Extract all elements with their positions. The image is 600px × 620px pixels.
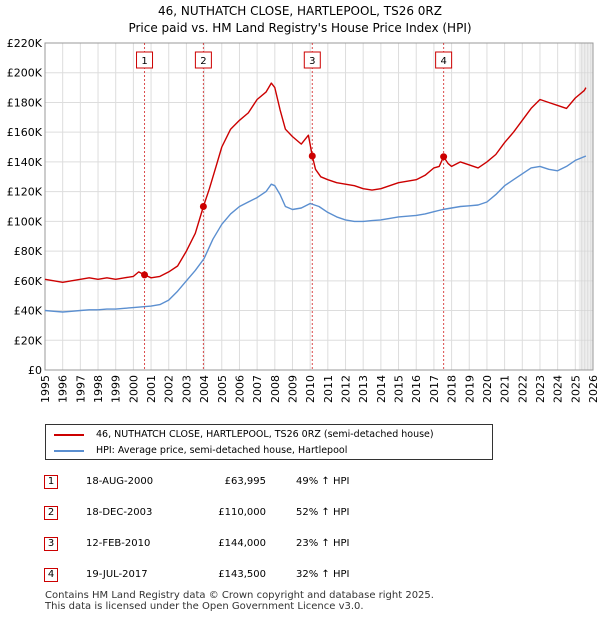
x-tick-label: 2013 <box>357 375 370 403</box>
sale-row: 3 12-FEB-2010 £144,000 23% ↑ HPI <box>0 532 600 556</box>
x-tick-label: 2007 <box>251 375 264 403</box>
x-tick-label: 1998 <box>92 375 105 403</box>
x-tick-label: 2000 <box>127 375 140 403</box>
y-tick-label: £40K <box>14 305 43 318</box>
x-tick-label: 1995 <box>39 375 52 403</box>
x-tick-label: 2008 <box>269 375 282 403</box>
sale-hpi-change: 23% ↑ HPI <box>296 538 350 549</box>
x-tick-label: 2026 <box>587 375 600 403</box>
sale-price: £110,000 <box>218 507 266 518</box>
sale-number-badge: 1 <box>44 475 58 489</box>
y-tick-label: £100K <box>7 215 43 228</box>
chart-title: 46, NUTHATCH CLOSE, HARTLEPOOL, TS26 0RZ <box>158 4 442 18</box>
legend-swatch-hpi <box>54 449 84 452</box>
sale-number-label: 3 <box>309 56 315 67</box>
footer-licence: This data is licensed under the Open Gov… <box>45 601 364 612</box>
x-tick-label: 2019 <box>463 375 476 403</box>
x-tick-label: 2022 <box>516 375 529 403</box>
legend: 46, NUTHATCH CLOSE, HARTLEPOOL, TS26 0RZ… <box>45 424 493 460</box>
x-tick-label: 2005 <box>216 375 229 403</box>
x-tick-label: 1997 <box>74 375 87 403</box>
sale-point <box>199 203 207 210</box>
legend-swatch-property <box>54 433 84 436</box>
forecast-shading <box>578 43 593 370</box>
x-tick-label: 2003 <box>180 375 193 403</box>
x-tick-label: 1996 <box>57 375 70 403</box>
x-tick-label: 2002 <box>163 375 176 403</box>
sale-point <box>141 271 149 279</box>
sale-number-box <box>136 51 154 69</box>
sale-point <box>308 152 316 160</box>
x-tick-label: 1999 <box>110 375 123 403</box>
sale-number-box <box>194 51 212 69</box>
y-tick-label: £160K <box>7 126 43 139</box>
x-tick-label: 2010 <box>304 375 317 403</box>
sale-number-label: 4 <box>440 56 446 67</box>
x-tick-label: 2025 <box>569 375 582 403</box>
x-tick-label: 2021 <box>499 375 512 403</box>
footer: Contains HM Land Registry data © Crown c… <box>45 590 434 612</box>
x-tick-label: 2014 <box>375 375 388 403</box>
y-tick-label: £200K <box>7 67 43 80</box>
sale-date: 18-AUG-2000 <box>86 476 154 487</box>
x-tick-label: 2016 <box>410 375 423 403</box>
x-tick-label: 2017 <box>428 375 441 403</box>
chart-subtitle: Price paid vs. HM Land Registry's House … <box>128 21 471 35</box>
footer-copyright: Contains HM Land Registry data © Crown c… <box>45 590 434 601</box>
x-tick-label: 2009 <box>286 375 299 403</box>
x-tick-label: 2018 <box>446 375 459 403</box>
y-tick-label: £0 <box>28 364 42 377</box>
sale-number-label: 2 <box>200 56 206 67</box>
y-tick-label: £80K <box>14 245 43 258</box>
sale-hpi-change: 49% ↑ HPI <box>296 476 350 487</box>
sale-hpi-change: 52% ↑ HPI <box>296 507 350 518</box>
y-tick-label: £140K <box>7 156 43 169</box>
sale-price: £63,995 <box>224 476 266 487</box>
sale-date: 18-DEC-2003 <box>86 507 153 518</box>
sale-number-label: 1 <box>141 56 147 67</box>
hpi-series-line <box>44 155 587 313</box>
sale-row: 4 19-JUL-2017 £143,500 32% ↑ HPI <box>0 563 600 587</box>
legend-label-hpi: HPI: Average price, semi-detached house,… <box>96 445 348 456</box>
x-tick-label: 2012 <box>340 375 353 403</box>
x-tick-label: 2023 <box>534 375 547 403</box>
y-tick-label: £120K <box>7 186 43 199</box>
sale-price: £143,500 <box>218 569 266 580</box>
sale-number-box <box>303 51 321 69</box>
y-tick-label: £60K <box>14 275 43 288</box>
plot-frame <box>44 42 594 371</box>
sale-date: 12-FEB-2010 <box>86 538 151 549</box>
sale-price: £144,000 <box>218 538 266 549</box>
x-tick-label: 2024 <box>552 375 565 403</box>
sale-row: 2 18-DEC-2003 £110,000 52% ↑ HPI <box>0 501 600 525</box>
sale-number-badge: 3 <box>44 537 58 551</box>
sale-number-badge: 4 <box>44 568 58 582</box>
y-tick-label: £20K <box>14 334 43 347</box>
x-tick-label: 2006 <box>233 375 246 403</box>
sale-row: 1 18-AUG-2000 £63,995 49% ↑ HPI <box>0 470 600 494</box>
legend-item-property: 46, NUTHATCH CLOSE, HARTLEPOOL, TS26 0RZ… <box>54 427 434 443</box>
x-tick-label: 2015 <box>393 375 406 403</box>
y-tick-label: £220K <box>7 37 43 50</box>
legend-item-hpi: HPI: Average price, semi-detached house,… <box>54 443 347 459</box>
y-tick-label: £180K <box>7 96 43 109</box>
sale-point <box>440 153 448 161</box>
legend-label-property: 46, NUTHATCH CLOSE, HARTLEPOOL, TS26 0RZ… <box>96 429 434 440</box>
sale-number-badge: 2 <box>44 506 58 520</box>
x-tick-label: 2001 <box>145 375 158 403</box>
chart: 46, NUTHATCH CLOSE, HARTLEPOOL, TS26 0RZ… <box>7 4 600 403</box>
sale-date: 19-JUL-2017 <box>86 569 148 580</box>
x-tick-label: 2004 <box>198 375 211 403</box>
x-tick-label: 2020 <box>481 375 494 403</box>
sale-number-box <box>435 51 453 69</box>
sale-hpi-change: 32% ↑ HPI <box>296 569 350 580</box>
x-tick-label: 2011 <box>322 375 335 403</box>
